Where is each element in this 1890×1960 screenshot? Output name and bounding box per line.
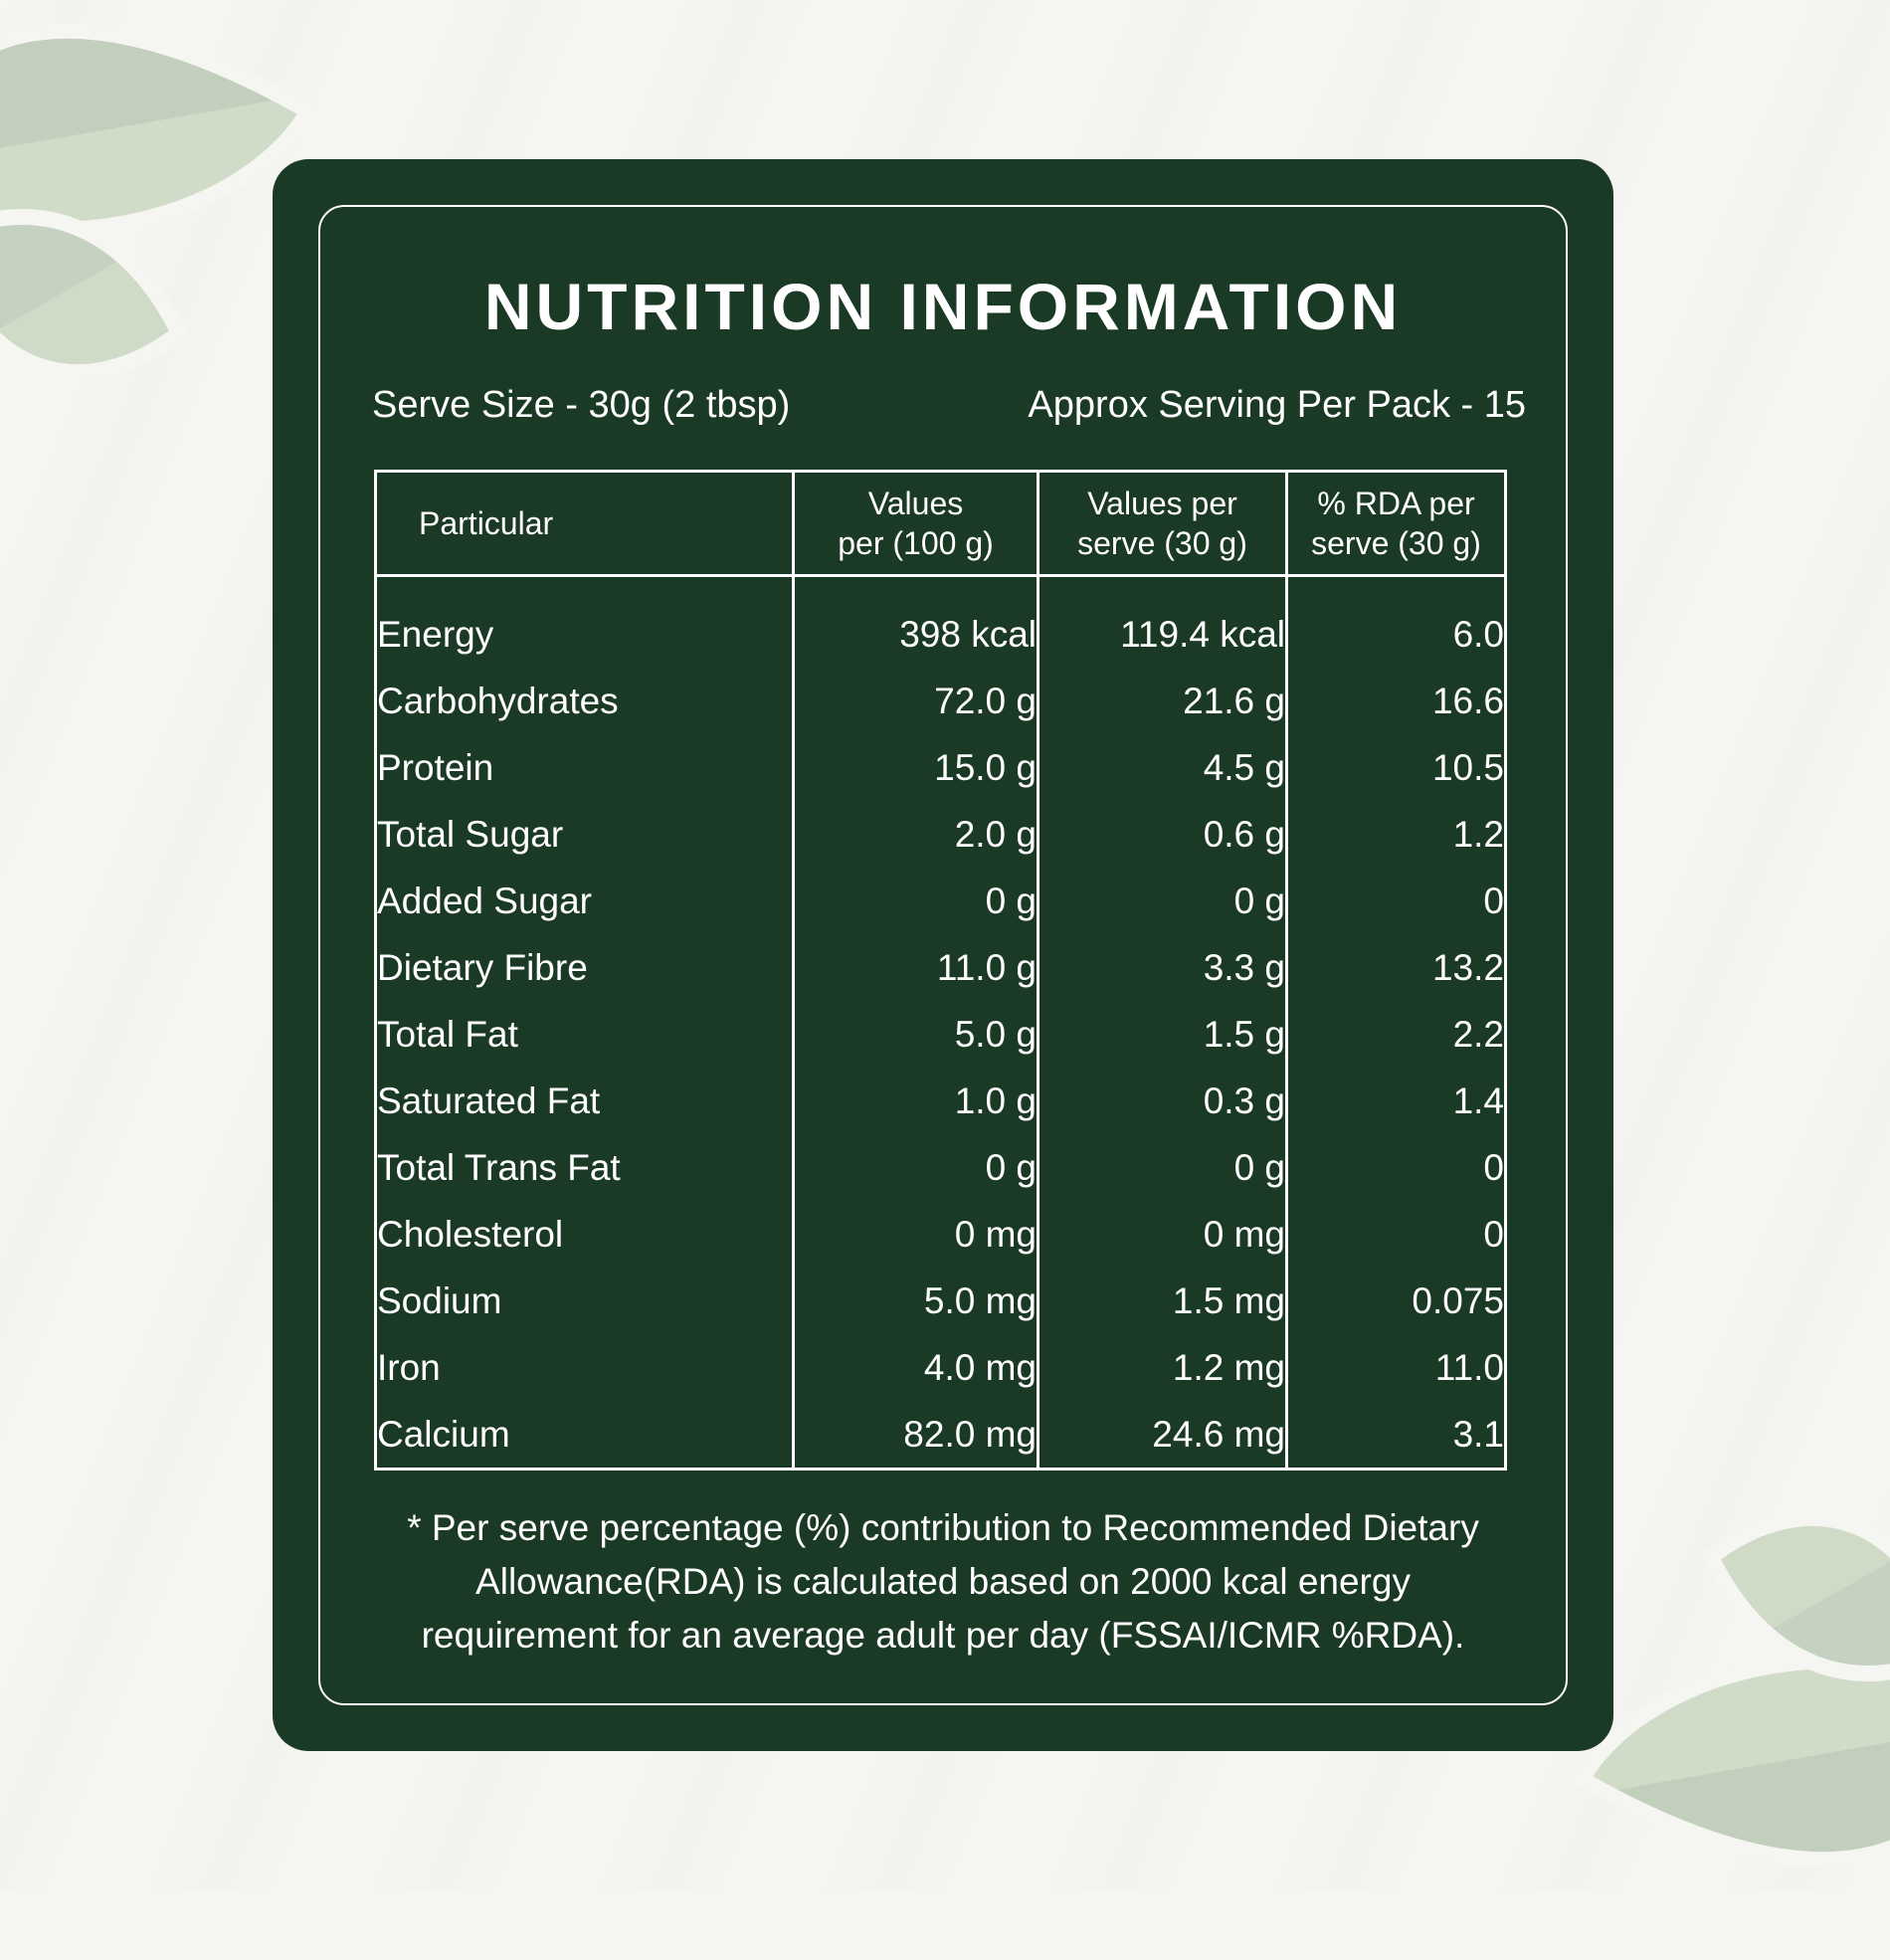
cell-particular: Calcium [375, 1401, 795, 1470]
cell-rda: 16.6 [1431, 680, 1504, 721]
header-values-per-100g: Values per (100 g) [793, 471, 1040, 577]
cell-per-serve: 1.5 g [1038, 1001, 1288, 1068]
leaf-icon [1574, 1653, 1890, 1868]
cell-rda: 11.0 [1434, 1346, 1504, 1388]
corner-leaves-top-left-icon [0, 22, 316, 381]
footnote-line-3: requirement for an average adult per day… [421, 1615, 1465, 1656]
table-row: Saturated Fat 1.0 g 0.3 g 1.4 [375, 1068, 1506, 1134]
table-row: Calcium 82.0 mg 24.6 mg 3.1 [375, 1401, 1506, 1470]
cell-per-100g: 4.0 mg [793, 1334, 1040, 1401]
cell-per-100g: 0 mg [793, 1201, 1040, 1268]
table-row: Carbohydrates 72.0 g 21.6 g 16.6 [375, 668, 1506, 734]
cell-rda: 10.5 [1431, 746, 1504, 788]
table-row: Total Sugar 2.0 g 0.6 g 1.2 [375, 801, 1506, 868]
cell-per-serve: 21.6 g [1038, 668, 1288, 734]
cell-per-100g: 5.0 g [793, 1001, 1040, 1068]
cell-particular: Added Sugar [375, 868, 795, 934]
cell-per-100g: 15.0 g [793, 734, 1040, 801]
cell-particular: Total Trans Fat [375, 1134, 795, 1201]
table-row: Total Fat 5.0 g 1.5 g 2.2 [375, 1001, 1506, 1068]
servings-per-pack-text: Approx Serving Per Pack - 15 [1028, 384, 1526, 426]
cell-per-100g: 0 g [793, 1134, 1040, 1201]
header-values-per-serve: Values per serve (30 g) [1038, 471, 1288, 577]
cell-per-100g: 11.0 g [793, 934, 1040, 1001]
cell-per-100g: 1.0 g [793, 1068, 1040, 1134]
table-row: Dietary Fibre 11.0 g 3.3 g 13.2 [375, 934, 1506, 1001]
cell-rda: 0.075 [1412, 1279, 1504, 1321]
cell-per-100g: 0 g [793, 868, 1040, 934]
nutrition-card: NUTRITION INFORMATION Serve Size - 30g (… [273, 159, 1613, 1751]
serving-info-row: Serve Size - 30g (2 tbsp) Approx Serving… [372, 382, 1526, 428]
cell-per-100g: 5.0 mg [793, 1268, 1040, 1334]
cell-particular: Cholesterol [375, 1201, 795, 1268]
table-spacer-row [375, 575, 1506, 601]
cell-particular: Energy [375, 601, 795, 668]
serve-size-text: Serve Size - 30g (2 tbsp) [372, 384, 791, 426]
cell-per-100g: 2.0 g [793, 801, 1040, 868]
cell-rda: 13.2 [1431, 946, 1504, 988]
cell-rda: 1.2 [1452, 813, 1504, 855]
cell-particular: Dietary Fibre [375, 934, 795, 1001]
footnote-line-2: Allowance(RDA) is calculated based on 20… [475, 1561, 1411, 1602]
table-body: Energy 398 kcal 119.4 kcal 6.0 Carbohydr… [375, 575, 1506, 1470]
leaf-icon [0, 209, 187, 381]
cell-particular: Total Fat [375, 1001, 795, 1068]
cell-rda: 0 [1483, 1146, 1504, 1188]
cell-per-serve: 0 g [1038, 868, 1288, 934]
table-row: Sodium 5.0 mg 1.5 mg 0.075 [375, 1268, 1506, 1334]
cell-rda: 1.4 [1452, 1079, 1504, 1121]
table-row: Protein 15.0 g 4.5 g 10.5 [375, 734, 1506, 801]
cell-per-serve: 0.6 g [1038, 801, 1288, 868]
cell-particular: Saturated Fat [375, 1068, 795, 1134]
cell-rda: 6.0 [1452, 613, 1504, 655]
cell-particular: Carbohydrates [375, 668, 795, 734]
cell-per-100g: 72.0 g [793, 668, 1040, 734]
cell-per-serve: 1.5 mg [1038, 1268, 1288, 1334]
cell-per-100g: 398 kcal [793, 601, 1040, 668]
header-rda-per-serve: % RDA per serve (30 g) [1286, 471, 1506, 577]
cell-per-serve: 0.3 g [1038, 1068, 1288, 1134]
cell-per-serve: 3.3 g [1038, 934, 1288, 1001]
table-row: Iron 4.0 mg 1.2 mg 11.0 [375, 1334, 1506, 1401]
table-row: Energy 398 kcal 119.4 kcal 6.0 [375, 601, 1506, 668]
table-header-row: Particular Values per (100 g) Values per… [375, 471, 1506, 577]
cell-per-serve: 119.4 kcal [1038, 601, 1288, 668]
cell-per-serve: 1.2 mg [1038, 1334, 1288, 1401]
cell-per-100g: 82.0 mg [793, 1401, 1040, 1470]
leaf-icon [0, 22, 316, 238]
cell-per-serve: 24.6 mg [1038, 1401, 1288, 1470]
cell-particular: Protein [375, 734, 795, 801]
cell-per-serve: 0 mg [1038, 1201, 1288, 1268]
nutrition-label-page: { "colors": { "background": "#f5f5f2", "… [0, 0, 1890, 1890]
page-title: NUTRITION INFORMATION [483, 270, 1403, 343]
table-row: Total Trans Fat 0 g 0 g 0 [375, 1134, 1506, 1201]
cell-rda: 3.1 [1452, 1413, 1504, 1455]
cell-particular: Iron [375, 1334, 795, 1401]
leaf-icon [1703, 1509, 1890, 1681]
cell-particular: Total Sugar [375, 801, 795, 868]
cell-rda: 2.2 [1452, 1013, 1504, 1055]
cell-per-serve: 0 g [1038, 1134, 1288, 1201]
corner-leaves-bottom-right-icon [1574, 1509, 1890, 1868]
header-particular: Particular [375, 471, 795, 577]
cell-rda: 0 [1483, 1213, 1504, 1255]
cell-per-serve: 4.5 g [1038, 734, 1288, 801]
rda-footnote: * Per serve percentage (%) contribution … [330, 1501, 1556, 1663]
cell-rda: 0 [1483, 880, 1504, 921]
nutrition-table: Particular Values per (100 g) Values per… [374, 470, 1507, 1470]
table-row: Cholesterol 0 mg 0 mg 0 [375, 1201, 1506, 1268]
cell-particular: Sodium [375, 1268, 795, 1334]
table-row: Added Sugar 0 g 0 g 0 [375, 868, 1506, 934]
footnote-line-1: * Per serve percentage (%) contribution … [407, 1507, 1479, 1548]
